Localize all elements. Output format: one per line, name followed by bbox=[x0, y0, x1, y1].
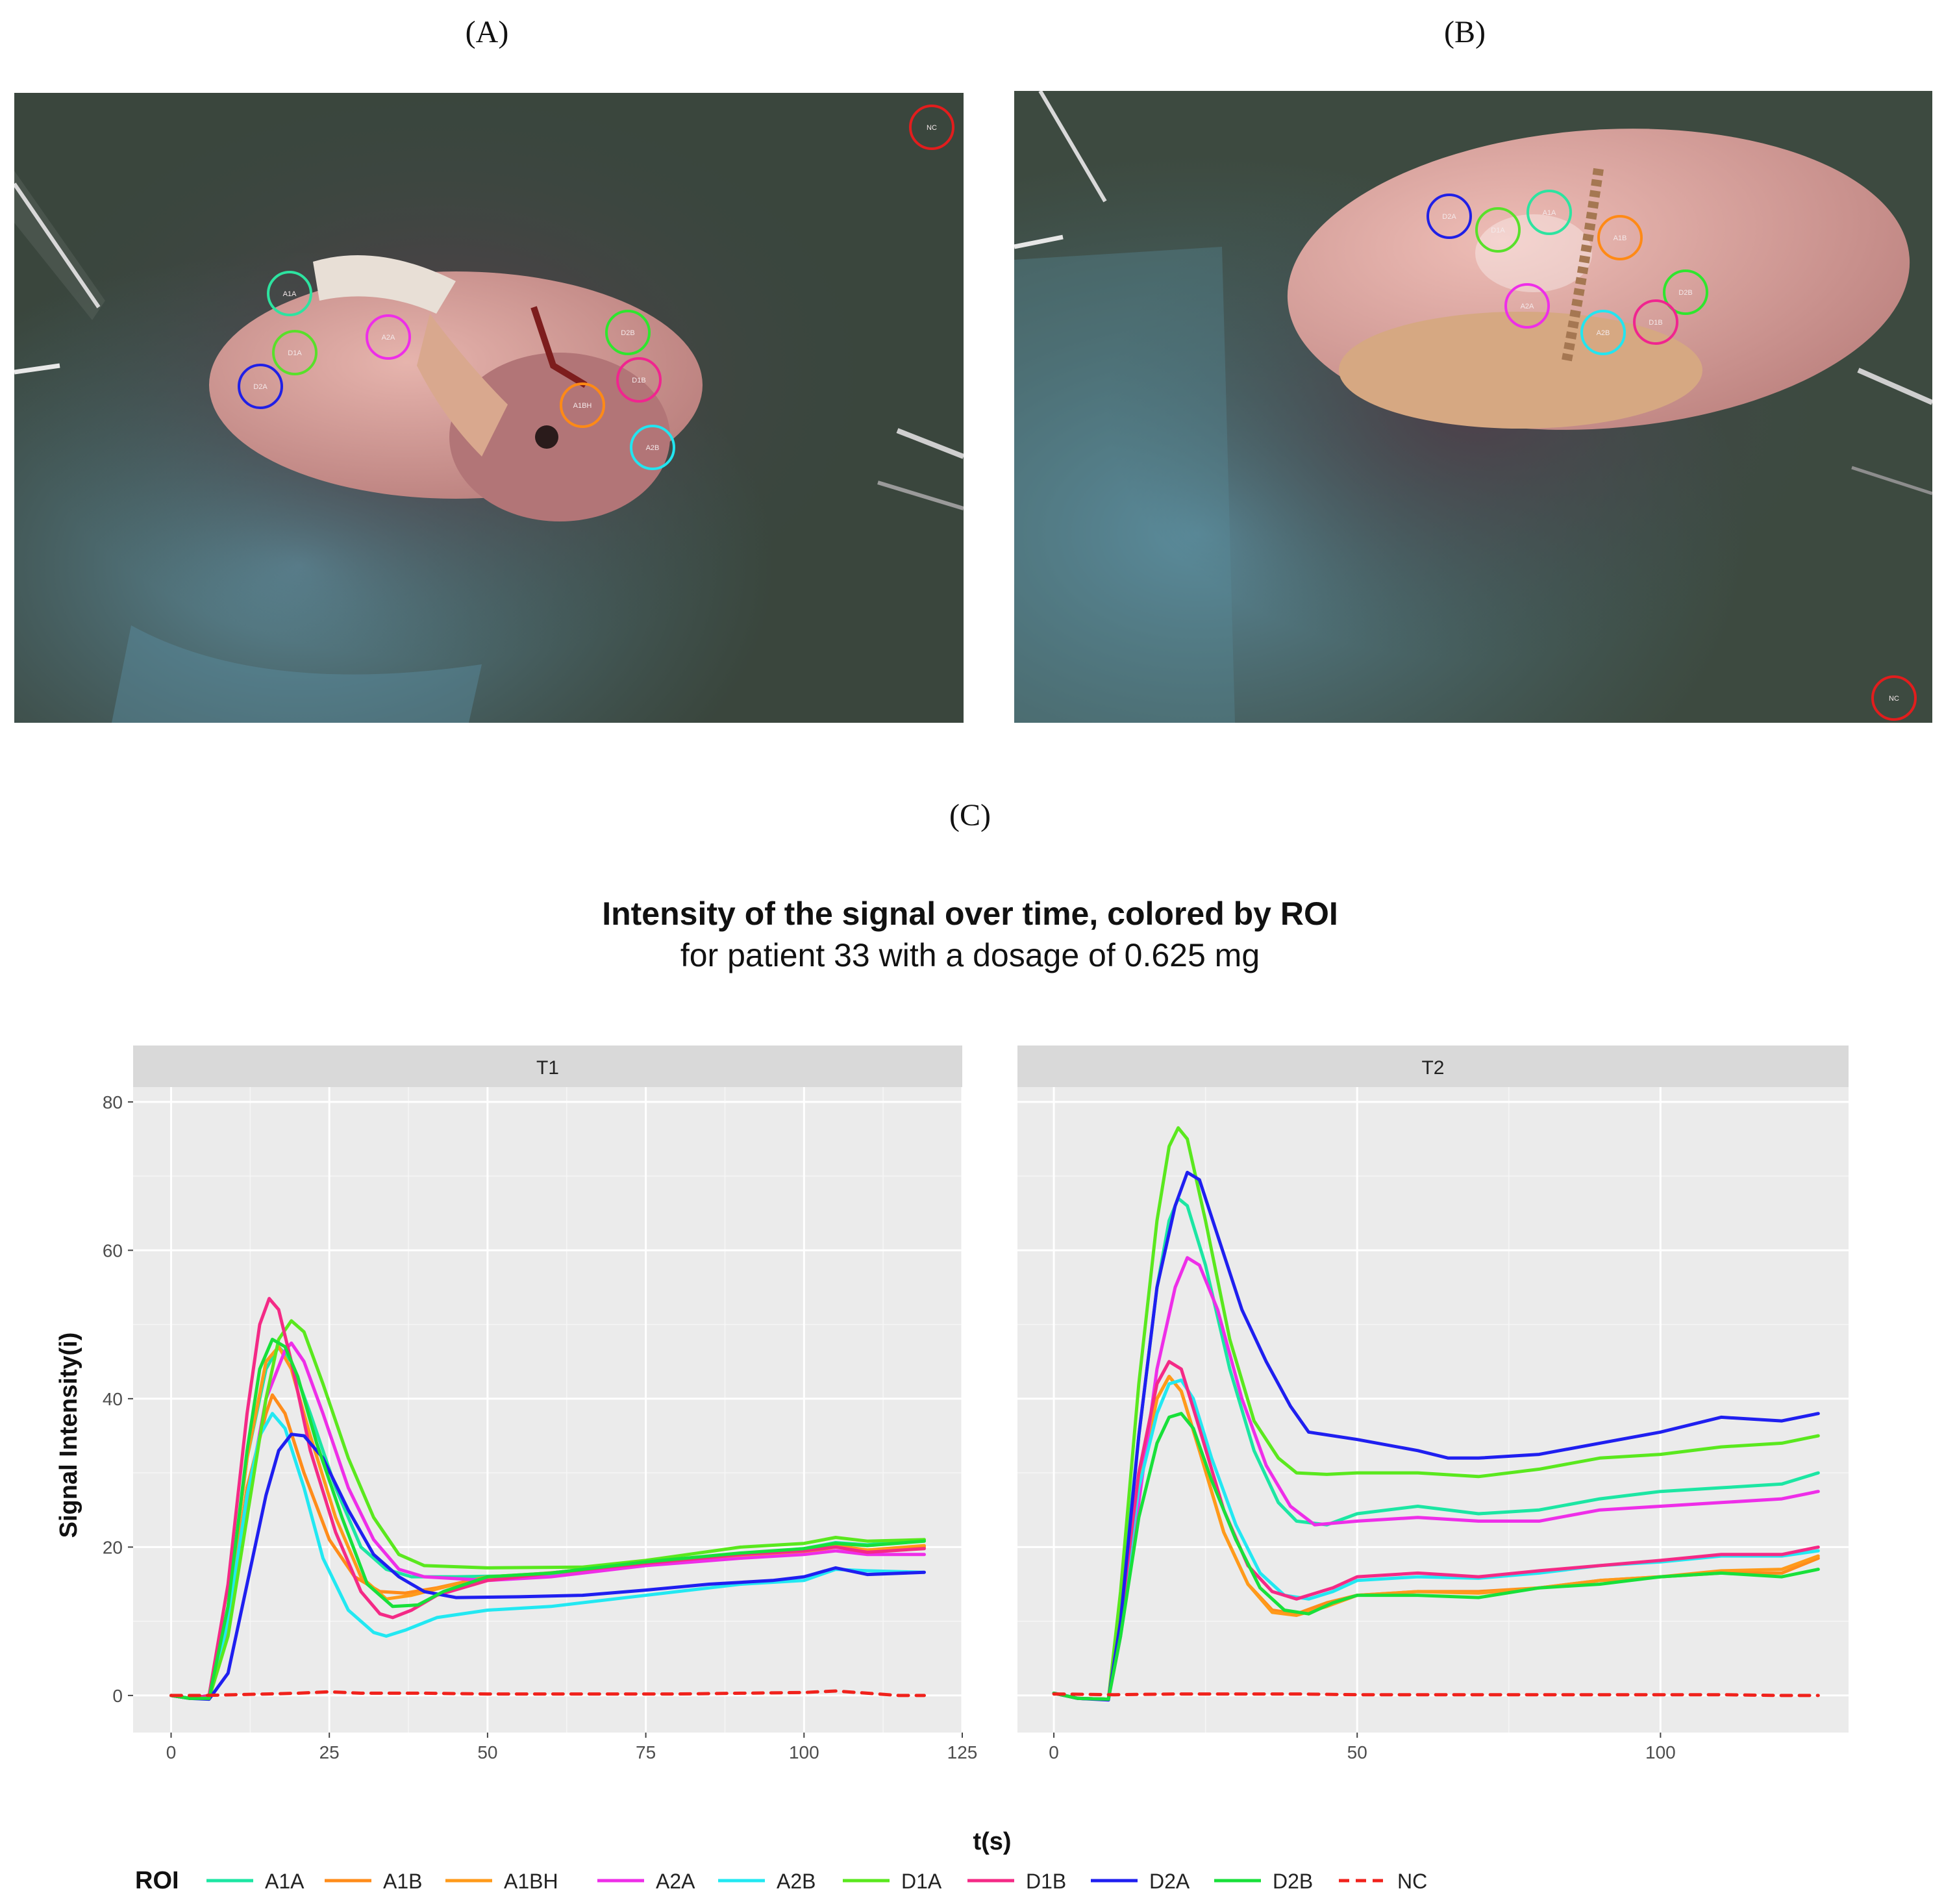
svg-text:D2B: D2B bbox=[621, 329, 634, 337]
roi-marker: D1B bbox=[616, 357, 662, 403]
series-line-d2b bbox=[1052, 1412, 1820, 1701]
facet-strip bbox=[133, 1046, 962, 1087]
roi-markers-b: D2A D1A A1A A1B D2B A2A A2B D1B NC bbox=[1427, 190, 1917, 721]
legend-label-a1b: A1B bbox=[383, 1870, 422, 1893]
series-line-d1a bbox=[169, 1319, 926, 1700]
roi-marker: D1A bbox=[272, 330, 318, 375]
svg-text:NC: NC bbox=[1889, 695, 1899, 703]
legend-label-d1a: D1A bbox=[901, 1870, 942, 1893]
roi-marker: A2A bbox=[366, 314, 411, 360]
panel-a-label: (A) bbox=[465, 15, 509, 49]
chart-subtitle: for patient 33 with a dosage of 0.625 mg bbox=[680, 937, 1260, 973]
facet-strip-label: T1 bbox=[536, 1057, 559, 1079]
series-line-d2a bbox=[1052, 1170, 1820, 1702]
svg-text:D2A: D2A bbox=[1442, 213, 1456, 221]
svg-text:D1B: D1B bbox=[1649, 319, 1662, 327]
roi-marker: D2A bbox=[238, 364, 283, 409]
roi-marker: D2A bbox=[1427, 194, 1472, 239]
facet-strip bbox=[1017, 1046, 1849, 1087]
roi-marker: A1BH bbox=[560, 382, 605, 428]
x-tick-label: 100 bbox=[1645, 1742, 1676, 1762]
chart-title: Intensity of the signal over time, color… bbox=[602, 896, 1338, 932]
legend-label-a2b: A2B bbox=[777, 1870, 816, 1893]
panel-b-label: (B) bbox=[1444, 15, 1486, 49]
svg-text:A1A: A1A bbox=[1543, 209, 1556, 217]
y-tick-label: 20 bbox=[103, 1537, 123, 1557]
photo-b: D2A D1A A1A A1B D2B A2A A2B D1B NC bbox=[1014, 91, 1932, 723]
series-line-nc bbox=[169, 1689, 926, 1697]
series-line-a2b bbox=[169, 1412, 926, 1700]
svg-text:A1BH: A1BH bbox=[573, 402, 592, 410]
x-tick-label: 50 bbox=[1347, 1742, 1367, 1762]
x-tick-label: 75 bbox=[636, 1742, 656, 1762]
legend-label-d2a: D2A bbox=[1149, 1870, 1190, 1893]
svg-text:A1A: A1A bbox=[283, 290, 297, 298]
series-line-d1b bbox=[1052, 1360, 1820, 1701]
series-line-nc bbox=[1052, 1692, 1820, 1697]
svg-text:A2A: A2A bbox=[382, 334, 395, 342]
legend-label-nc: NC bbox=[1397, 1870, 1427, 1893]
legend-label-a1bh: A1BH bbox=[504, 1870, 558, 1893]
plot-panel bbox=[133, 1087, 962, 1733]
roi-markers-a: NC A1A D1A D2A A2A D2B D1B A1BH A2B bbox=[238, 105, 954, 470]
roi-marker: A1A bbox=[1527, 190, 1572, 235]
legend-title: ROI bbox=[135, 1867, 179, 1894]
y-tick-label: 40 bbox=[103, 1389, 123, 1409]
roi-marker: D1A bbox=[1475, 207, 1521, 253]
x-tick-label: 0 bbox=[166, 1742, 177, 1762]
facet-strip-label: T2 bbox=[1421, 1057, 1444, 1079]
legend-label-d2b: D2B bbox=[1273, 1870, 1313, 1893]
svg-text:D2A: D2A bbox=[253, 383, 268, 391]
y-axis-label: Signal Intensity(i) bbox=[55, 1333, 82, 1538]
x-tick-label: 25 bbox=[319, 1742, 340, 1762]
svg-text:D1A: D1A bbox=[288, 349, 302, 357]
svg-text:D1A: D1A bbox=[1491, 227, 1505, 234]
roi-marker: A2B bbox=[1580, 310, 1626, 355]
legend-label-a1a: A1A bbox=[265, 1870, 305, 1893]
series-line-d2b bbox=[169, 1338, 926, 1700]
roi-marker: NC bbox=[909, 105, 954, 150]
y-tick-label: 0 bbox=[112, 1686, 123, 1706]
svg-text:D2B: D2B bbox=[1678, 289, 1692, 297]
series-line-d2a bbox=[169, 1433, 926, 1701]
legend: ROI A1A A1B A1BH A2A A2B D1A D1B D2A D2B NC bbox=[135, 1867, 1427, 1894]
svg-text:A2B: A2B bbox=[1597, 329, 1610, 337]
roi-marker: A1B bbox=[1597, 215, 1643, 260]
svg-text:A2A: A2A bbox=[1521, 303, 1534, 310]
x-tick-label: 100 bbox=[789, 1742, 819, 1762]
legend-label-a2a: A2A bbox=[656, 1870, 695, 1893]
x-tick-label: 0 bbox=[1049, 1742, 1059, 1762]
roi-marker: A2A bbox=[1504, 283, 1550, 329]
y-tick-label: 60 bbox=[103, 1240, 123, 1260]
svg-text:A2B: A2B bbox=[646, 444, 660, 452]
svg-text:A1B: A1B bbox=[1614, 234, 1627, 242]
series-line-d1a bbox=[1052, 1126, 1820, 1701]
roi-marker: D2B bbox=[1663, 269, 1708, 315]
roi-marker: A2B bbox=[630, 425, 675, 470]
svg-text:NC: NC bbox=[927, 124, 937, 132]
roi-marker: D1B bbox=[1633, 299, 1678, 345]
facet-t1: T1 0 20 40 60 80 0 25 50 75 100 125 bbox=[103, 1046, 978, 1762]
legend-label-d1b: D1B bbox=[1026, 1870, 1066, 1893]
signal-intensity-chart: Intensity of the signal over time, color… bbox=[55, 896, 1849, 1894]
x-tick-label: 50 bbox=[477, 1742, 497, 1762]
roi-marker: D2B bbox=[605, 310, 651, 355]
panel-c-label: (C) bbox=[949, 798, 991, 833]
photo-a: NC A1A D1A D2A A2A D2B D1B A1BH A2B bbox=[14, 93, 964, 723]
roi-marker: NC bbox=[1871, 675, 1917, 721]
x-axis-label: t(s) bbox=[973, 1828, 1011, 1855]
svg-text:D1B: D1B bbox=[632, 377, 645, 384]
facet-t2: T2 0 50 100 bbox=[1017, 1046, 1849, 1762]
x-tick-label: 125 bbox=[947, 1742, 978, 1762]
roi-marker: A1A bbox=[267, 271, 312, 316]
y-tick-label: 80 bbox=[103, 1092, 123, 1112]
